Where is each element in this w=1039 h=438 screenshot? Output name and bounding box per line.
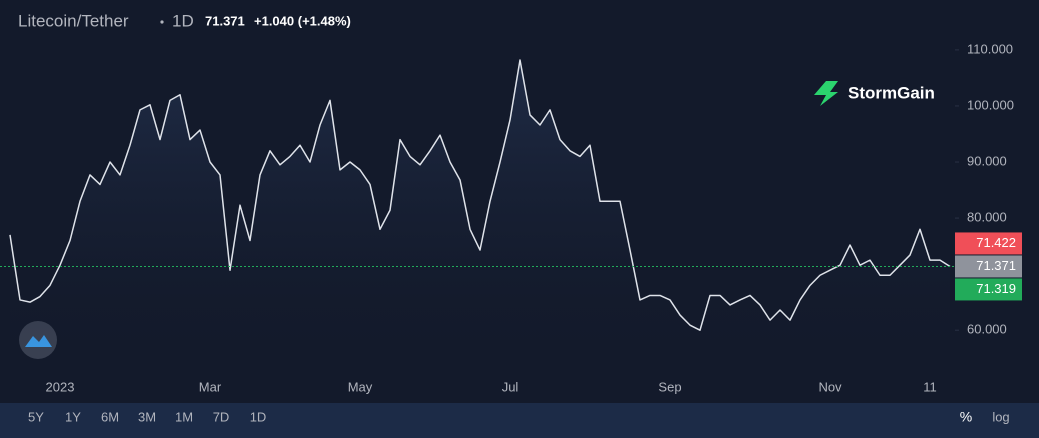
interval: 1D bbox=[172, 11, 194, 30]
area bbox=[10, 59, 950, 370]
range-button[interactable]: 6M bbox=[101, 409, 119, 424]
x-tick-label: Sep bbox=[658, 379, 681, 394]
x-tick-label: May bbox=[348, 379, 373, 394]
last-price: 71.371 bbox=[205, 13, 245, 28]
x-tick-label: Nov bbox=[818, 379, 842, 394]
x-tick-label: 2023 bbox=[46, 379, 75, 394]
symbol: Litecoin/Tether bbox=[18, 11, 129, 30]
line bbox=[9, 59, 951, 331]
range-button[interactable]: 5Y bbox=[28, 409, 44, 424]
y-tick-label: 90.000 bbox=[967, 153, 1007, 168]
range-button[interactable]: 7D bbox=[213, 409, 230, 424]
price-marker: 71.319 bbox=[955, 278, 1022, 301]
logo-text: StormGain bbox=[848, 83, 935, 102]
price-marker: 71.422 bbox=[955, 232, 1022, 255]
x-tick-label: Mar bbox=[199, 379, 222, 394]
y-tick-label: 60.000 bbox=[967, 322, 1007, 337]
price-marker: 71.371 bbox=[955, 255, 1022, 278]
range-button[interactable]: 1D bbox=[250, 409, 267, 424]
separator bbox=[160, 20, 164, 24]
log-button[interactable]: log bbox=[992, 409, 1009, 424]
percent-button[interactable]: % bbox=[960, 409, 972, 425]
price-marker-label: 71.371 bbox=[976, 258, 1016, 273]
price-marker-label: 71.319 bbox=[976, 281, 1016, 296]
logo: StormGain bbox=[814, 81, 935, 106]
toolbar bbox=[0, 403, 1039, 438]
range-button[interactable]: 3M bbox=[138, 409, 156, 424]
y-tick-label: 80.000 bbox=[967, 210, 1007, 225]
y-tick-label: 100.000 bbox=[967, 97, 1014, 112]
price-marker-box bbox=[955, 278, 1022, 301]
range-button[interactable]: 1M bbox=[175, 409, 193, 424]
x-tick-label: Jul bbox=[502, 379, 519, 394]
price-marker-box bbox=[955, 232, 1022, 255]
logo-icon bbox=[814, 81, 838, 106]
price-marker-label: 71.422 bbox=[976, 235, 1016, 250]
price-marker-box bbox=[955, 255, 1022, 278]
x-tick-label: 11 bbox=[923, 379, 937, 394]
range-button[interactable]: 1Y bbox=[65, 409, 81, 424]
change: +1.040 (+1.48%) bbox=[254, 13, 351, 28]
y-tick-label: 110.000 bbox=[967, 41, 1013, 56]
